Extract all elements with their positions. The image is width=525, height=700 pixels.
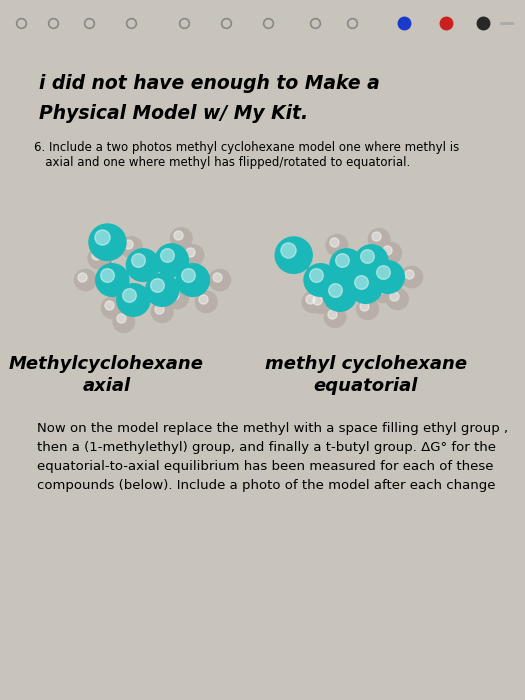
Text: equatorial: equatorial	[313, 377, 418, 395]
Ellipse shape	[323, 305, 346, 328]
Ellipse shape	[301, 290, 324, 314]
Ellipse shape	[322, 278, 357, 312]
Ellipse shape	[154, 243, 189, 277]
Ellipse shape	[303, 263, 338, 297]
Text: methyl cyclohexane: methyl cyclohexane	[265, 355, 467, 372]
Ellipse shape	[386, 288, 409, 310]
Ellipse shape	[88, 223, 127, 261]
Text: Now on the model replace the methyl with a space filling ethyl group ,
then a (1: Now on the model replace the methyl with…	[37, 422, 509, 492]
Ellipse shape	[309, 292, 332, 314]
Ellipse shape	[181, 244, 204, 267]
Ellipse shape	[195, 290, 218, 314]
Ellipse shape	[326, 234, 349, 257]
Ellipse shape	[176, 263, 210, 297]
Ellipse shape	[125, 248, 160, 282]
Ellipse shape	[166, 286, 189, 309]
Ellipse shape	[101, 297, 124, 319]
Ellipse shape	[372, 281, 394, 303]
Ellipse shape	[356, 298, 379, 320]
Ellipse shape	[349, 270, 383, 304]
Text: Physical Model w/ My Kit.: Physical Model w/ My Kit.	[39, 104, 308, 123]
Ellipse shape	[368, 228, 391, 251]
Text: Methylcyclohexane: Methylcyclohexane	[9, 355, 204, 372]
Text: i did not have enough to Make a: i did not have enough to Make a	[39, 74, 380, 93]
Ellipse shape	[354, 244, 388, 278]
Ellipse shape	[120, 236, 143, 258]
Ellipse shape	[400, 266, 423, 288]
Ellipse shape	[112, 311, 135, 333]
Ellipse shape	[145, 273, 180, 307]
Ellipse shape	[170, 227, 193, 250]
Ellipse shape	[275, 237, 313, 274]
Text: 6. Include a two photos methyl cyclohexane model one where methyl is: 6. Include a two photos methyl cyclohexa…	[35, 141, 460, 154]
Text: axial: axial	[82, 377, 131, 395]
Ellipse shape	[95, 263, 130, 297]
Ellipse shape	[151, 300, 174, 323]
Ellipse shape	[74, 269, 97, 291]
Ellipse shape	[371, 260, 405, 294]
Text: axial and one where methyl has flipped/rotated to equatorial.: axial and one where methyl has flipped/r…	[35, 155, 411, 169]
Ellipse shape	[329, 248, 364, 282]
Ellipse shape	[87, 247, 110, 270]
Ellipse shape	[116, 283, 151, 317]
Ellipse shape	[379, 241, 402, 265]
Ellipse shape	[208, 269, 232, 291]
